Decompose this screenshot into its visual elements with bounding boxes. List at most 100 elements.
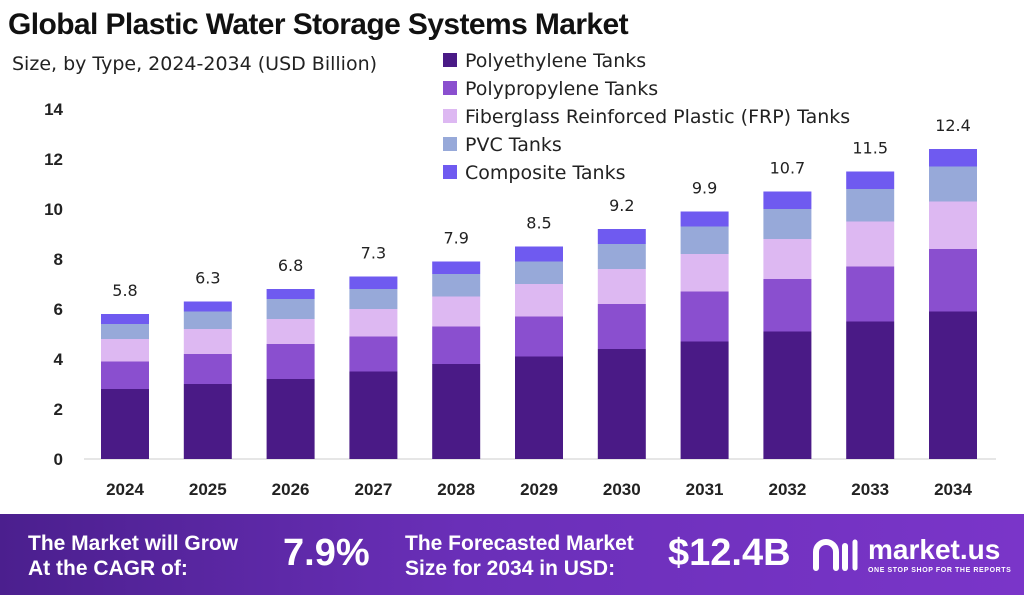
bar-segment-2030-1: [597, 349, 646, 459]
x-tick-label-2025: 2025: [189, 480, 227, 499]
bar-segment-2026-2: [266, 344, 315, 379]
cagr-label: The Market will Grow At the CAGR of:: [28, 531, 238, 581]
bar-segment-2028-4: [432, 274, 481, 297]
bar-segment-2032-4: [763, 209, 812, 239]
bar-segment-2029-2: [515, 316, 563, 357]
bar-segment-2025-2: [183, 354, 232, 384]
x-tick-label-2024: 2024: [106, 480, 144, 499]
bar-segment-2033-3: [846, 221, 895, 267]
bars-group: [101, 149, 977, 459]
total-label-2030: 9.2: [609, 196, 634, 215]
stacked-bar-chart: 0 2 4 6 8 10 12 14 2024 2025 2026 2027 2028 2029 2030…: [44, 50, 996, 499]
cagr-label-line2: At the CAGR of:: [28, 557, 188, 580]
x-tick-label-2027: 2027: [354, 480, 392, 499]
total-label-2032: 10.7: [770, 159, 806, 178]
bar-segment-2031-2: [680, 291, 729, 342]
bar-segment-2030-3: [597, 269, 646, 304]
bar-segment-2027-1: [349, 371, 398, 459]
y-tick-label-8: 8: [54, 250, 63, 269]
bar-segment-2033-5: [846, 171, 895, 189]
y-tick-label-12: 12: [44, 150, 63, 169]
bar-segment-2027-5: [349, 276, 398, 289]
bar-segment-2030-2: [597, 304, 646, 349]
bar-segment-2033-4: [846, 189, 895, 222]
y-tick-label-0: 0: [54, 450, 63, 469]
brand-tagline: ONE STOP SHOP FOR THE REPORTS: [868, 567, 1012, 574]
y-tick-label-2: 2: [54, 400, 63, 419]
total-label-2031: 9.9: [692, 179, 717, 198]
y-tick-labels: 0 2 4 6 8 10 12 14: [44, 100, 63, 469]
legend-swatch-2: [443, 81, 457, 95]
bar-segment-2028-2: [432, 326, 481, 364]
bar-segment-2026-1: [266, 379, 315, 459]
cagr-value: 7.9%: [283, 532, 370, 574]
bar-segment-2029-4: [515, 261, 563, 284]
bar-segment-2033-2: [846, 266, 895, 322]
bar-segment-2024-2: [101, 361, 149, 389]
y-tick-label-14: 14: [44, 100, 63, 119]
bar-segment-2028-3: [432, 296, 481, 327]
chart-title: Global Plastic Water Storage Systems Mar…: [8, 8, 629, 41]
bar-segment-2028-1: [432, 364, 481, 459]
total-labels: 5.8 6.3 6.8 7.3 7.9 8.5 9.2 9.9 10.7 11.5 12.4: [112, 116, 971, 300]
x-tick-label-2030: 2030: [603, 480, 641, 499]
bar-segment-2029-5: [515, 246, 563, 262]
legend-swatch-4: [443, 137, 457, 151]
legend-label-1: Polyethylene Tanks: [465, 50, 646, 72]
bar-segment-2032-3: [763, 239, 812, 279]
total-label-2027: 7.3: [361, 244, 386, 263]
total-label-2024: 5.8: [112, 281, 137, 300]
bar-segment-2024-1: [101, 389, 149, 459]
forecast-label: The Forecasted Market Size for 2034 in U…: [405, 531, 634, 581]
bar-segment-2026-3: [266, 319, 315, 344]
bar-segment-2030-4: [597, 244, 646, 269]
legend-label-3: Fiberglass Reinforced Plastic (FRP) Tank…: [465, 106, 850, 128]
total-label-2029: 8.5: [526, 214, 551, 233]
bar-segment-2030-5: [597, 229, 646, 244]
bar-segment-2027-3: [349, 309, 398, 337]
total-label-2034: 12.4: [935, 116, 971, 135]
bar-segment-2024-5: [101, 314, 149, 324]
y-tick-label-10: 10: [44, 200, 63, 219]
legend-label-4: PVC Tanks: [465, 134, 562, 156]
x-tick-label-2026: 2026: [272, 480, 310, 499]
bar-segment-2032-1: [763, 331, 812, 459]
legend-label-2: Polypropylene Tanks: [465, 78, 658, 100]
y-tick-label-4: 4: [54, 350, 64, 369]
x-tick-label-2029: 2029: [520, 480, 558, 499]
legend: Polyethylene Tanks Polypropylene Tanks Fib…: [443, 50, 850, 184]
bar-segment-2031-5: [680, 211, 729, 227]
x-tick-label-2031: 2031: [686, 480, 724, 499]
bar-segment-2031-3: [680, 254, 729, 292]
bar-segment-2027-2: [349, 336, 398, 372]
x-tick-label-2033: 2033: [851, 480, 889, 499]
forecast-label-line2: Size for 2034 in USD:: [405, 557, 616, 580]
legend-swatch-3: [443, 109, 457, 123]
bar-segment-2029-3: [515, 284, 563, 317]
total-label-2033: 11.5: [852, 139, 888, 158]
total-label-2028: 7.9: [443, 229, 468, 248]
bar-segment-2034-2: [929, 249, 977, 312]
bar-segment-2025-4: [183, 311, 232, 329]
bar-segment-2033-1: [846, 321, 895, 459]
forecast-value: $12.4B: [668, 532, 791, 574]
footer-banner: The Market will Grow At the CAGR of: 7.9…: [0, 514, 1024, 595]
bar-segment-2029-1: [515, 356, 563, 459]
bar-segment-2026-4: [266, 299, 315, 319]
cagr-label-line1: The Market will Grow: [28, 532, 239, 555]
x-tick-labels: 2024 2025 2026 2027 2028 2029 2030 2031 2032 2033…: [106, 480, 972, 499]
bar-segment-2026-5: [266, 289, 315, 299]
bar-segment-2024-3: [101, 339, 149, 362]
bar-segment-2034-3: [929, 201, 977, 249]
x-tick-label-2034: 2034: [934, 480, 972, 499]
forecast-label-line1: The Forecasted Market: [405, 532, 634, 555]
legend-swatch-1: [443, 53, 457, 67]
bar-segment-2025-1: [183, 384, 232, 459]
bar-segment-2031-4: [680, 226, 729, 254]
bar-segment-2024-4: [101, 324, 149, 339]
bar-segment-2034-1: [929, 311, 977, 459]
total-label-2026: 6.8: [278, 256, 303, 275]
bar-segment-2027-4: [349, 289, 398, 309]
bar-segment-2025-3: [183, 329, 232, 354]
bar-segment-2025-5: [183, 301, 232, 312]
